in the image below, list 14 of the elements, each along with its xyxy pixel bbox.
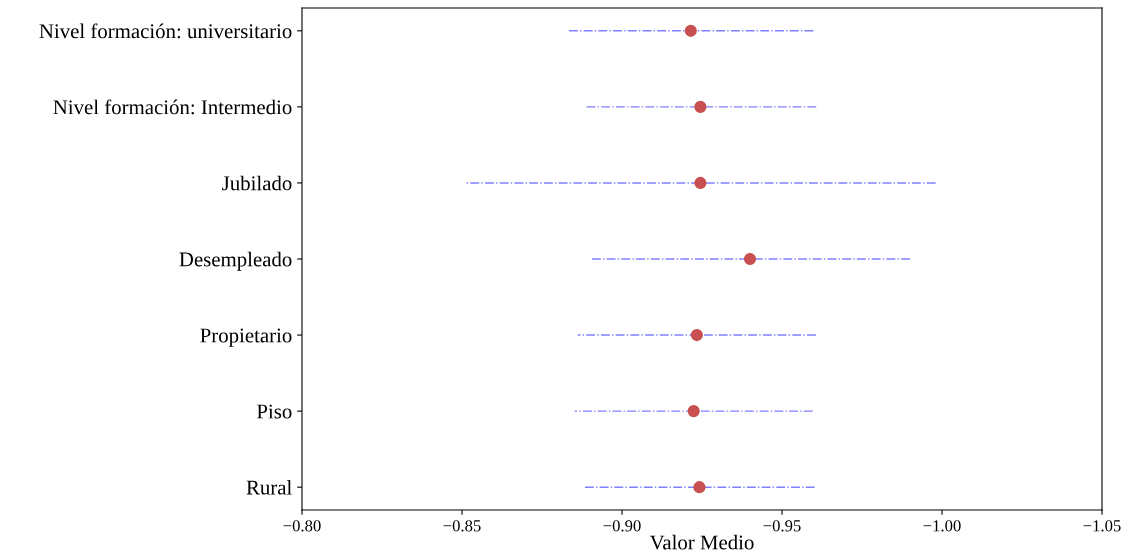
x-tick-label: −0.85 — [443, 520, 481, 532]
x-tick-label: −1.00 — [923, 520, 961, 532]
y-tick-label: Jubilado — [222, 175, 292, 191]
y-tick-label: Piso — [256, 404, 292, 419]
y-tick-label: Propietario — [200, 328, 292, 347]
y-tick-label: Nivel formación: Intermedio — [53, 99, 292, 115]
y-tick-label: Nivel formación: universitario — [39, 23, 292, 39]
x-tick-label: −0.90 — [603, 520, 641, 532]
y-tick-label: Desempleado — [179, 251, 292, 271]
x-axis-title: Valor Medio — [649, 534, 754, 550]
x-tick-label: −1.05 — [1083, 520, 1121, 532]
x-tick-label: −0.80 — [283, 520, 321, 532]
y-tick-label: Rural — [246, 479, 292, 495]
x-tick-label: −0.95 — [763, 520, 801, 532]
